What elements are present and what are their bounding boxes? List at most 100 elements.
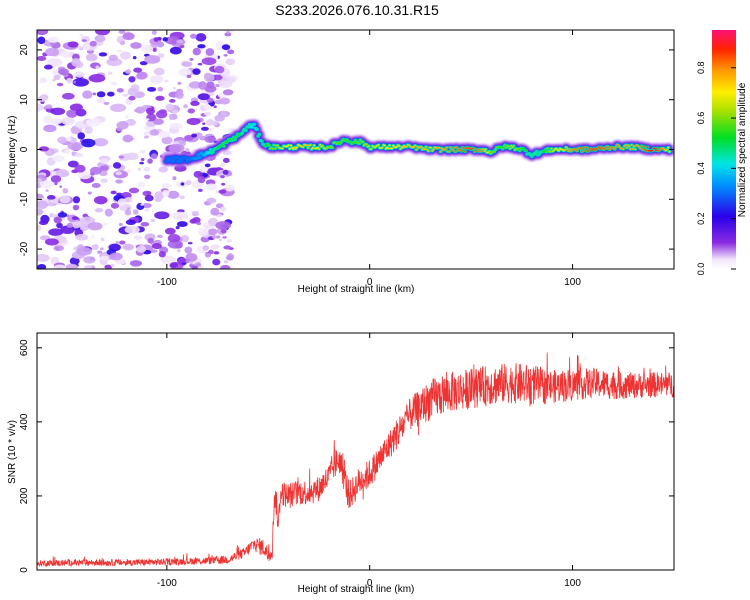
noise-speck <box>186 117 201 126</box>
noise-speck <box>212 258 221 266</box>
noise-speck <box>211 120 219 126</box>
noise-speck <box>103 223 109 226</box>
ridge-mark <box>232 136 235 138</box>
peak-ridge-band <box>160 119 674 167</box>
noise-speck <box>47 36 60 43</box>
noise-speck <box>210 244 220 250</box>
noise-speck <box>66 77 73 84</box>
noise-speck <box>71 58 81 67</box>
ridge-mark <box>564 146 568 149</box>
noise-speck <box>149 75 164 84</box>
ridge-mark <box>252 122 257 126</box>
ridge-mark <box>579 147 582 149</box>
ridge-mark <box>341 140 344 142</box>
ridge-mark <box>407 144 411 147</box>
noise-speck <box>197 228 209 237</box>
noise-speck <box>108 54 119 62</box>
noise-speck <box>57 212 68 218</box>
noise-speck <box>169 262 179 268</box>
ridge-mark <box>563 149 566 151</box>
noise-speck <box>77 46 83 50</box>
ridge-mark <box>306 147 310 149</box>
ridge-mark <box>302 146 305 149</box>
noise-speck <box>74 164 86 173</box>
noise-speck <box>161 136 173 145</box>
noise-speck <box>104 208 113 217</box>
noise-speck <box>184 246 193 254</box>
noise-speck <box>118 222 123 227</box>
ridge-mark <box>482 148 485 151</box>
noise-speck <box>106 91 115 97</box>
noise-speck <box>135 106 146 114</box>
colorbar-tick-label: 0.6 <box>696 112 706 125</box>
colorbar-tick-label: 0.0 <box>696 263 706 276</box>
noise-speck <box>213 105 217 109</box>
ridge-mark <box>592 147 596 150</box>
ridge-mark <box>477 150 480 153</box>
ridge-mark <box>552 149 555 152</box>
ridge-mark <box>511 146 514 149</box>
noise-speck <box>189 261 193 264</box>
noise-speck <box>220 228 227 234</box>
noise-speck <box>99 158 110 164</box>
ridge-mark <box>272 144 276 146</box>
noise-speck <box>220 264 231 269</box>
noise-speck <box>110 263 115 268</box>
noise-speck <box>152 47 157 52</box>
ridge-mark <box>575 149 579 152</box>
noise-speck <box>179 195 185 200</box>
ridge-mark <box>222 145 226 148</box>
noise-speck <box>223 245 232 250</box>
noise-speck <box>169 99 176 103</box>
noise-speck <box>84 125 93 134</box>
ridge-mark <box>412 146 416 148</box>
noise-speck <box>197 188 203 192</box>
noise-speck <box>61 92 75 100</box>
noise-speck <box>92 92 97 96</box>
noise-speck <box>71 151 76 156</box>
bottom-x-tick-label: 0 <box>367 578 373 589</box>
ridge-mark <box>601 146 604 149</box>
noise-speck <box>109 252 123 261</box>
top-x-tick-label: 100 <box>564 277 581 288</box>
colorbar-label: Normalized spectral amplitude <box>737 82 748 217</box>
noise-speck <box>89 166 102 175</box>
noise-speck <box>175 91 184 100</box>
noise-speck <box>92 138 109 147</box>
noise-speck <box>88 74 106 83</box>
noise-speck <box>39 179 54 189</box>
ridge-mark <box>398 145 401 147</box>
ridge-mark <box>294 147 297 150</box>
noise-speck <box>153 118 164 125</box>
noise-speck <box>59 195 71 204</box>
noise-speck <box>206 197 217 204</box>
ridge-mark <box>644 148 647 151</box>
ridge-mark <box>544 148 547 151</box>
ridge-mark <box>473 150 476 153</box>
ridge-mark <box>476 148 479 151</box>
ridge-mark <box>470 148 473 151</box>
noise-speck <box>84 44 91 50</box>
noise-speck <box>44 104 53 109</box>
noise-speck <box>132 209 139 215</box>
noise-speck <box>189 57 194 61</box>
ridge-mark <box>625 146 629 149</box>
noise-speck <box>45 189 49 192</box>
ridge-mark <box>633 145 636 148</box>
ridge-mark <box>287 144 290 147</box>
ridge-mark <box>331 146 334 149</box>
noise-speck <box>213 251 220 255</box>
noise-speck <box>59 185 63 188</box>
ridge-mark <box>455 146 458 149</box>
ridge-mark <box>603 147 607 150</box>
noise-speck <box>176 221 188 228</box>
noise-speck <box>99 247 104 251</box>
top-y-tick-label: 10 <box>19 94 30 106</box>
noise-speck <box>122 134 134 143</box>
noise-speck <box>145 118 150 121</box>
noise-speck <box>158 166 169 173</box>
ridge-mark <box>566 148 569 150</box>
noise-speck <box>223 53 228 57</box>
ridge-mark <box>264 145 267 147</box>
noise-speck <box>84 264 93 269</box>
